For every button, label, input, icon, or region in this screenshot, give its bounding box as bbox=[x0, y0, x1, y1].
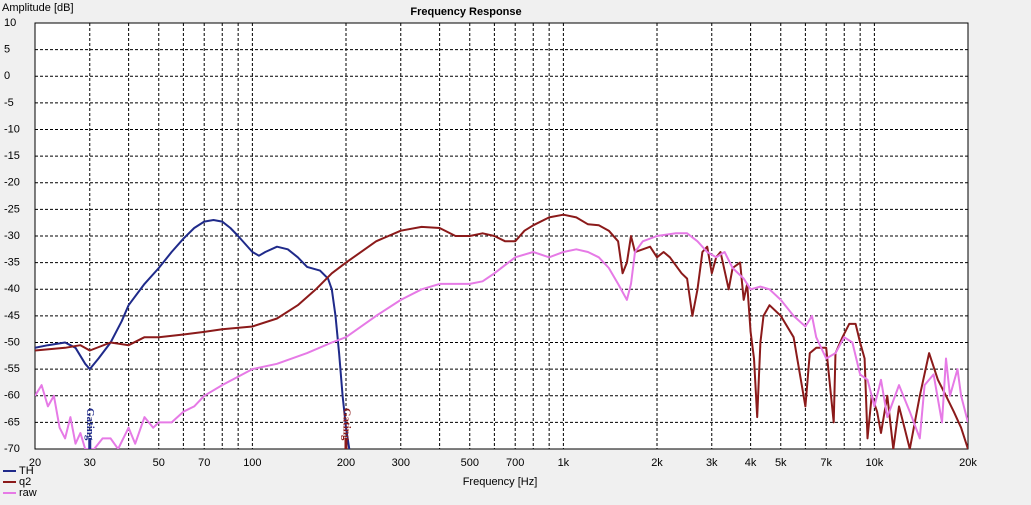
series-line bbox=[35, 213, 968, 449]
y-axis-label: Amplitude [dB] bbox=[2, 2, 74, 14]
y-tick-label: -70 bbox=[4, 443, 20, 455]
x-tick-label: 500 bbox=[461, 457, 479, 469]
gating-label: Gating bbox=[84, 408, 96, 441]
x-tick-label: 5k bbox=[775, 457, 787, 469]
series-line bbox=[35, 219, 351, 449]
y-tick-label: -35 bbox=[4, 257, 20, 269]
y-tick-label: -15 bbox=[4, 150, 20, 162]
y-tick-label: -45 bbox=[4, 310, 20, 322]
y-tick-label: -20 bbox=[4, 177, 20, 189]
legend-label: TH bbox=[19, 465, 34, 477]
y-tick-label: -50 bbox=[4, 336, 20, 348]
x-tick-label: 30 bbox=[84, 457, 96, 469]
x-tick-label: 20 bbox=[29, 457, 41, 469]
y-tick-label: -25 bbox=[4, 203, 20, 215]
y-tick-label: -10 bbox=[4, 123, 20, 135]
x-tick-label: 700 bbox=[506, 457, 524, 469]
x-axis-label: Frequency [Hz] bbox=[463, 476, 538, 488]
y-tick-label: -55 bbox=[4, 363, 20, 375]
y-tick-label: -5 bbox=[4, 97, 14, 109]
x-tick-label: 3k bbox=[706, 457, 718, 469]
x-tick-label: 4k bbox=[745, 457, 757, 469]
series-line bbox=[35, 232, 968, 449]
x-tick-label: 200 bbox=[337, 457, 355, 469]
legend-label: raw bbox=[19, 487, 37, 499]
x-tick-label: 50 bbox=[153, 457, 165, 469]
y-tick-label: 5 bbox=[4, 44, 10, 56]
y-tick-label: -60 bbox=[4, 390, 20, 402]
x-tick-label: 300 bbox=[392, 457, 410, 469]
gating-label: Gating bbox=[340, 408, 352, 441]
chart-title: Frequency Response bbox=[410, 6, 521, 18]
y-tick-label: 10 bbox=[4, 17, 16, 29]
x-tick-label: 1k bbox=[558, 457, 570, 469]
y-tick-label: -40 bbox=[4, 283, 20, 295]
y-tick-label: -30 bbox=[4, 230, 20, 242]
y-tick-label: 0 bbox=[4, 70, 10, 82]
x-tick-label: 2k bbox=[651, 457, 663, 469]
legend-label: q2 bbox=[19, 476, 31, 488]
x-tick-label: 7k bbox=[820, 457, 832, 469]
x-tick-label: 20k bbox=[959, 457, 977, 469]
x-tick-label: 70 bbox=[198, 457, 210, 469]
x-tick-label: 100 bbox=[243, 457, 261, 469]
x-tick-label: 10k bbox=[866, 457, 884, 469]
y-tick-label: -65 bbox=[4, 416, 20, 428]
